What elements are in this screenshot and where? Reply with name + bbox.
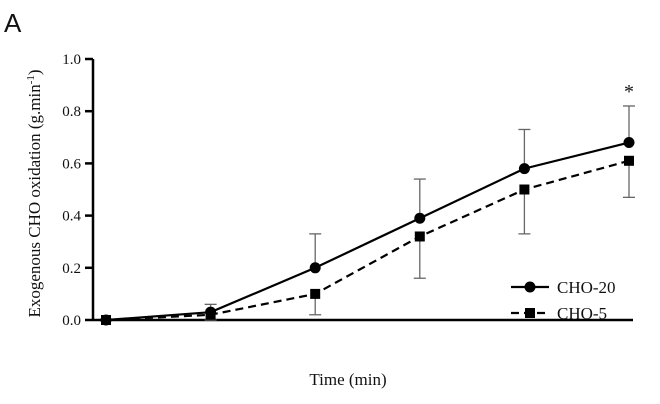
error-bars (204, 105, 635, 321)
legend-marker (525, 308, 535, 318)
y-axis-title: Exogenous CHO oxidation (g.min-1) (25, 69, 44, 317)
data-point (414, 212, 426, 224)
y-tick-label: 0.8 (62, 104, 81, 120)
data-point (623, 137, 635, 149)
y-tick-label: 0.0 (62, 313, 81, 329)
significance-marker: * (624, 81, 634, 103)
y-tick-label: 1.0 (62, 52, 81, 68)
data-point (309, 262, 321, 274)
markers (100, 137, 635, 326)
data-point (310, 288, 321, 299)
data-point (205, 306, 217, 318)
y-tick-label: 0.4 (62, 209, 81, 225)
series-lines (105, 141, 630, 322)
annotations: * (624, 81, 634, 103)
x-axis-title: Time (min) (309, 370, 386, 389)
series-line-cho-20 (105, 141, 630, 322)
legend: CHO-20 CHO-5 (511, 278, 616, 323)
series-line-cho-5 (105, 159, 630, 322)
data-point (518, 163, 530, 175)
legend-label: CHO-5 (557, 304, 607, 323)
legend-label: CHO-20 (557, 278, 616, 297)
y-axis: 0.0 0.2 0.4 0.6 0.8 1.0 (62, 52, 95, 329)
data-point (624, 155, 634, 166)
panel-label: A (4, 8, 22, 38)
y-tick-label: 0.6 (62, 156, 81, 172)
data-point (100, 314, 112, 326)
legend-marker (524, 281, 536, 293)
data-point (414, 231, 425, 242)
data-point (519, 184, 530, 195)
y-tick-label: 0.2 (62, 261, 81, 277)
